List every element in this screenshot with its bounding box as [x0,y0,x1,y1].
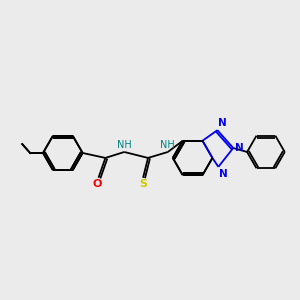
Text: NH: NH [160,140,175,150]
Text: N: N [219,169,228,179]
Text: NH: NH [117,140,132,150]
Text: N: N [218,118,227,128]
Text: S: S [139,179,147,189]
Text: O: O [93,179,102,189]
Text: N: N [235,143,244,153]
